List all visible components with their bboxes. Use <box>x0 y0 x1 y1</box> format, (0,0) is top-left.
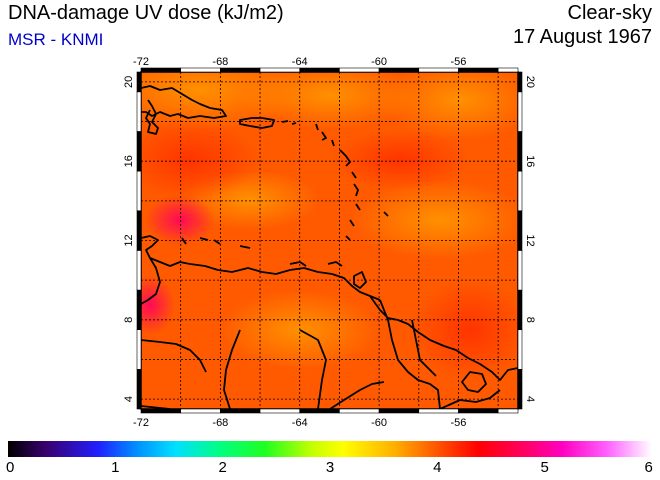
lon-tick-label-top: -64 <box>292 56 308 68</box>
sky-condition-label: Clear-sky <box>567 2 652 24</box>
lat-tick-label-right: 16 <box>524 155 536 167</box>
border-segment <box>136 329 142 370</box>
lon-tick-label-top: -68 <box>212 56 228 68</box>
lon-tick-label-bottom: -68 <box>212 417 228 429</box>
lat-tick-label-left: 20 <box>123 76 135 88</box>
border-segment <box>378 67 420 73</box>
lon-tick-label-bottom: -64 <box>292 417 308 429</box>
colorbar-tick-label: 4 <box>433 459 442 476</box>
lat-tick-label-right: 12 <box>524 234 536 246</box>
border-segment <box>136 71 142 93</box>
border-segment <box>517 91 523 132</box>
lat-tick-label-left: 16 <box>123 155 135 167</box>
lat-tick-label-left: 12 <box>123 234 135 246</box>
map-border-scale <box>136 67 523 414</box>
border-segment <box>220 67 261 73</box>
colorbar <box>8 441 652 457</box>
border-segment <box>299 67 340 73</box>
uv-dose-map: -72 -72 -68 -68 -64 -64 -60 -60 -56 -56 4 4 8 8 12 12 16… <box>123 56 536 429</box>
lon-tick-label-bottom: -60 <box>371 417 387 429</box>
lat-tick-label-left: 4 <box>123 396 135 402</box>
border-segment <box>136 210 142 251</box>
border-segment <box>136 250 142 291</box>
border-segment <box>517 71 523 93</box>
colorbar-tick-label: 6 <box>644 459 653 476</box>
lon-tick-label-top: -60 <box>371 56 387 68</box>
border-segment <box>517 289 523 331</box>
lat-tick-label-right: 4 <box>524 396 536 402</box>
border-segment <box>458 408 499 414</box>
colorbar-tick-label: 5 <box>540 459 549 476</box>
border-segment <box>517 250 523 291</box>
border-segment <box>140 408 181 414</box>
lon-tick-label-top: -72 <box>133 56 149 68</box>
border-segment <box>517 210 523 251</box>
border-segment <box>339 67 380 73</box>
border-segment <box>220 408 261 414</box>
lat-tick-label-left: 8 <box>123 317 135 323</box>
source-label: MSR - KNMI <box>8 30 104 49</box>
lon-tick-label-bottom: -72 <box>133 417 149 429</box>
border-segment <box>180 408 221 414</box>
border-segment <box>136 369 142 410</box>
border-segment <box>136 131 142 172</box>
border-segment <box>497 67 519 73</box>
border-segment <box>418 67 459 73</box>
coastlines <box>141 85 518 409</box>
lat-tick-label-right: 8 <box>524 317 536 323</box>
border-segment <box>259 408 301 414</box>
border-segment <box>136 91 142 132</box>
border-segment <box>517 369 523 410</box>
border-segment <box>140 67 181 73</box>
lat-tick-label-right: 20 <box>524 76 536 88</box>
lon-tick-label-bottom: -56 <box>451 417 467 429</box>
colorbar-tick-label: 3 <box>325 459 335 476</box>
lon-tick-label-top: -56 <box>451 56 467 68</box>
border-segment <box>517 170 523 212</box>
date-label: 17 August 1967 <box>512 26 652 48</box>
border-segment <box>517 329 523 370</box>
colorbar-tick-label: 0 <box>6 459 15 476</box>
border-segment <box>378 408 420 414</box>
border-segment <box>418 408 459 414</box>
uv-field <box>141 72 518 409</box>
border-segment <box>259 67 301 73</box>
map-title: DNA-damage UV dose (kJ/m2) <box>8 2 284 24</box>
colorbar-tick-label: 1 <box>111 459 120 476</box>
border-segment <box>458 67 499 73</box>
border-segment <box>497 408 519 414</box>
border-segment <box>339 408 380 414</box>
border-segment <box>136 170 142 212</box>
border-segment <box>136 289 142 331</box>
colorbar-tick-label: 2 <box>218 459 227 476</box>
axis-tick-labels: -72 -72 -68 -68 -64 -64 -60 -60 -56 -56 4 4 8 8 12 12 16… <box>123 56 536 429</box>
border-segment <box>517 131 523 172</box>
border-segment <box>299 408 340 414</box>
border-segment <box>180 67 221 73</box>
